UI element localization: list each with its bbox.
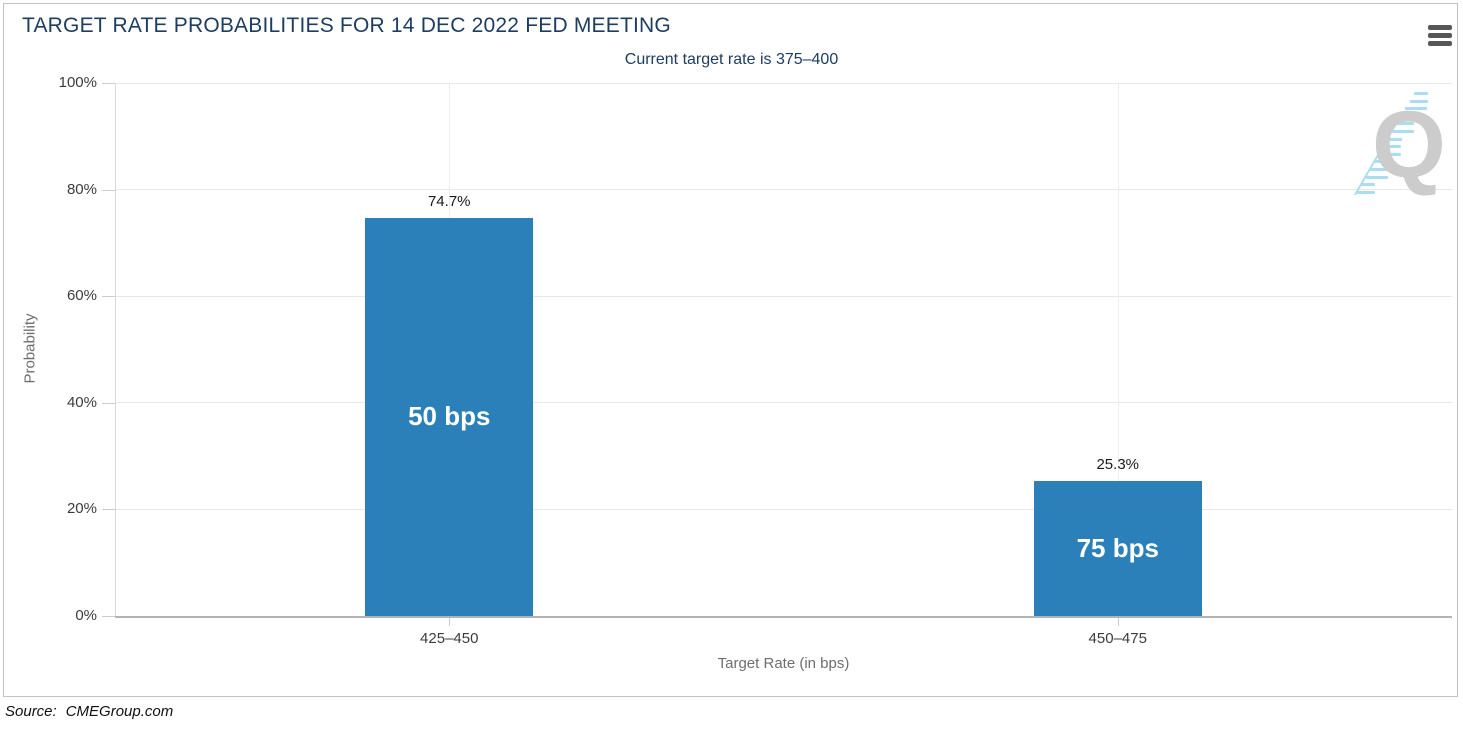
y-tick <box>102 616 115 617</box>
y-gridline <box>115 189 1452 191</box>
watermark-dash <box>1409 99 1428 103</box>
y-gridline <box>115 508 1452 510</box>
watermark-dash <box>1414 92 1428 95</box>
bar-value-label: 25.3% <box>1096 456 1140 474</box>
y-gridline <box>115 295 1452 297</box>
chart-card: TARGET RATE PROBABILITIES FOR 14 DEC 202… <box>3 3 1458 697</box>
chart-title: TARGET RATE PROBABILITIES FOR 14 DEC 202… <box>22 14 671 37</box>
y-gridline <box>115 82 1452 84</box>
x-category-label: 450–475 <box>1088 630 1147 647</box>
watermark-dash <box>1370 168 1388 171</box>
bar-value-label: 74.7% <box>427 192 471 210</box>
watermark-q-logo: Q <box>1372 92 1446 198</box>
y-tick-label: 100% <box>58 74 97 91</box>
watermark-dash <box>1400 114 1415 118</box>
watermark-dash <box>1396 122 1415 126</box>
source-label: Source: <box>5 703 57 720</box>
watermark-dash <box>1383 145 1402 149</box>
source-site: CMEGroup.com <box>65 703 174 720</box>
x-tick <box>1117 618 1119 626</box>
y-tick-label: 20% <box>66 500 97 518</box>
chart-menu-button[interactable] <box>1422 18 1458 52</box>
y-tick-label: 60% <box>66 287 97 305</box>
y-tick-label: 0% <box>75 607 97 624</box>
y-tick-label: 80% <box>66 180 97 198</box>
y-axis-title: Probability <box>21 312 39 384</box>
watermark-dash <box>1387 137 1402 141</box>
y-tick-label: 40% <box>66 393 97 411</box>
x-tick <box>449 618 451 626</box>
bar-1[interactable]: 50 bps <box>365 217 534 616</box>
y-tick <box>102 402 115 404</box>
y-gridline <box>115 402 1452 404</box>
y-tick <box>102 189 115 191</box>
watermark-dash <box>1405 107 1428 111</box>
x-axis-line <box>115 616 1452 618</box>
y-tick <box>102 296 115 298</box>
watermark-dash <box>1361 183 1376 187</box>
source-text: Source: CMEGroup.com <box>5 703 173 720</box>
bar-2[interactable]: 75 bps <box>1033 481 1202 616</box>
y-axis-line <box>115 83 116 616</box>
chart-subtitle: Current target rate is 375–400 <box>624 51 839 68</box>
y-tick <box>102 509 115 511</box>
hamburger-icon <box>1428 24 1452 46</box>
bar-label: 75 bps <box>1076 533 1159 564</box>
bar-label: 50 bps <box>408 401 491 432</box>
watermark-dash <box>1392 130 1414 133</box>
hamburger-bar <box>1428 32 1452 38</box>
x-category-label: 425–450 <box>420 630 479 647</box>
x-axis-title: Target Rate (in bps) <box>717 655 850 672</box>
watermark-dash <box>1378 152 1401 156</box>
x-gridline <box>1117 83 1119 616</box>
watermark-dash <box>1356 190 1375 194</box>
y-tick <box>102 83 115 84</box>
watermark-dash <box>1365 175 1388 179</box>
hamburger-bar <box>1428 40 1452 46</box>
watermark-dash <box>1374 160 1389 164</box>
hamburger-bar <box>1428 24 1452 30</box>
